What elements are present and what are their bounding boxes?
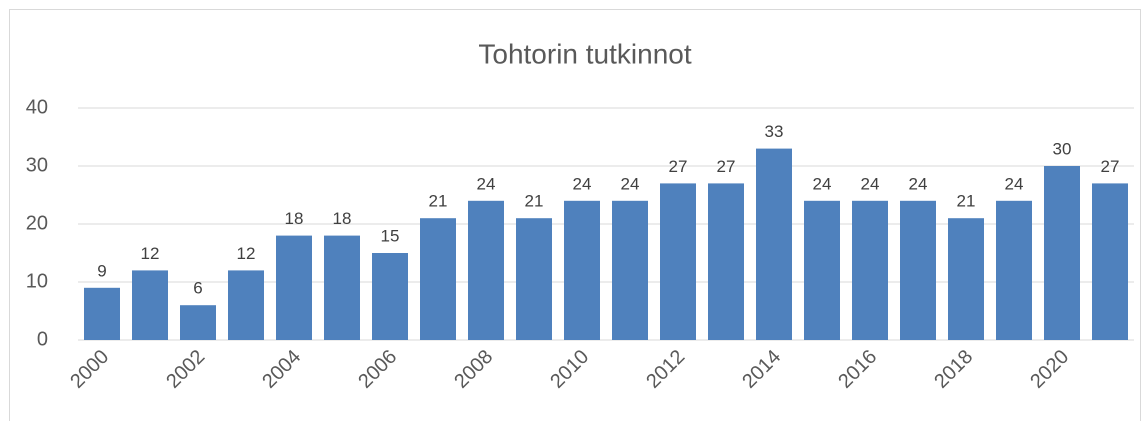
bar xyxy=(180,305,216,340)
bar xyxy=(996,200,1032,340)
chart-title: Tohtorin tutkinnot xyxy=(478,38,691,69)
bar xyxy=(564,200,600,340)
bar xyxy=(948,218,984,340)
data-label: 12 xyxy=(237,244,256,263)
y-tick-label: 0 xyxy=(37,328,48,350)
bar xyxy=(852,200,888,340)
bar xyxy=(132,270,168,340)
y-tick-label: 30 xyxy=(26,154,48,176)
bar xyxy=(372,253,408,340)
data-label: 9 xyxy=(97,261,106,280)
data-label: 27 xyxy=(669,157,688,176)
bar xyxy=(612,200,648,340)
data-label: 24 xyxy=(1005,174,1024,193)
data-label: 24 xyxy=(813,174,832,193)
bar xyxy=(1092,183,1128,340)
bar xyxy=(900,200,936,340)
data-label: 21 xyxy=(429,192,448,211)
data-label: 24 xyxy=(861,174,880,193)
bar xyxy=(276,235,312,340)
bar xyxy=(84,287,120,340)
data-label: 33 xyxy=(765,122,784,141)
bar xyxy=(660,183,696,340)
data-label: 12 xyxy=(141,244,160,263)
bar xyxy=(708,183,744,340)
bar xyxy=(420,218,456,340)
data-label: 24 xyxy=(477,174,496,193)
data-label: 24 xyxy=(909,174,928,193)
data-label: 24 xyxy=(621,174,640,193)
bar xyxy=(1044,166,1080,340)
bar xyxy=(468,200,504,340)
bar xyxy=(228,270,264,340)
bar xyxy=(516,218,552,340)
data-label: 27 xyxy=(1101,157,1120,176)
data-label: 15 xyxy=(381,226,400,245)
bar xyxy=(804,200,840,340)
data-label: 18 xyxy=(333,209,352,228)
data-label: 24 xyxy=(573,174,592,193)
bar xyxy=(756,148,792,340)
data-label: 6 xyxy=(193,279,202,298)
data-label: 27 xyxy=(717,157,736,176)
data-label: 21 xyxy=(525,192,544,211)
data-label: 30 xyxy=(1053,139,1072,158)
y-tick-label: 40 xyxy=(26,96,48,118)
y-tick-label: 10 xyxy=(26,270,48,292)
data-label: 18 xyxy=(285,209,304,228)
data-label: 21 xyxy=(957,192,976,211)
bar xyxy=(324,235,360,340)
y-tick-label: 20 xyxy=(26,212,48,234)
